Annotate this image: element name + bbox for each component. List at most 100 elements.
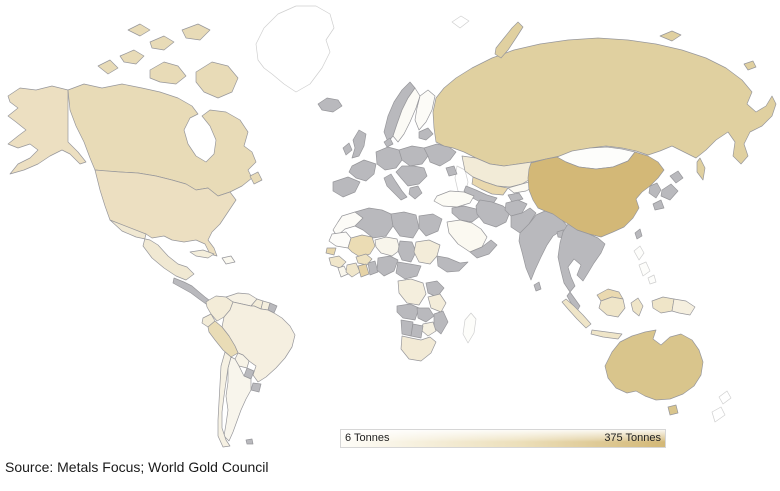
country-denmark[interactable] [383, 137, 394, 148]
country-madagascar[interactable] [462, 312, 477, 344]
country-nigeria[interactable] [376, 255, 399, 277]
country-philippines-luzon[interactable] [633, 245, 645, 261]
country-russia-wrangel-island[interactable] [743, 60, 757, 71]
region-caucasus[interactable] [445, 165, 458, 177]
region-poland-east-europe[interactable] [398, 145, 429, 167]
country-falkland-islands[interactable] [245, 438, 254, 445]
country-france[interactable] [348, 159, 377, 182]
country-philippines-visayas[interactable] [638, 261, 651, 277]
country-canada-arctic-island-3[interactable] [97, 59, 119, 75]
region-koreas[interactable] [648, 182, 662, 199]
country-niger[interactable] [374, 236, 401, 257]
region-mainland-southeast-asia[interactable] [557, 223, 606, 293]
country-philippines-mindanao[interactable] [647, 274, 657, 285]
country-sudan[interactable] [413, 239, 441, 265]
country-australia-tasmania[interactable] [667, 404, 679, 416]
country-uzbekistan[interactable] [471, 176, 509, 196]
country-canada-baffin-island[interactable] [195, 61, 239, 99]
country-canada-arctic-island-2[interactable] [149, 35, 175, 51]
country-usa-alaska[interactable] [7, 85, 87, 175]
region-north-america [7, 5, 335, 305]
country-ireland[interactable] [342, 142, 353, 156]
country-sweden[interactable] [392, 87, 421, 143]
country-ivory-coast[interactable] [345, 262, 361, 278]
country-chile[interactable] [217, 351, 232, 448]
country-indonesia-java[interactable] [590, 329, 623, 340]
country-sri-lanka[interactable] [533, 281, 542, 292]
country-south-africa[interactable] [400, 335, 437, 362]
region-syria-iraq[interactable] [451, 205, 481, 223]
country-argentina[interactable] [223, 356, 252, 442]
country-finland[interactable] [414, 89, 436, 131]
region-uganda-kenya[interactable] [425, 280, 445, 298]
country-japan-hokkaido[interactable] [669, 170, 684, 184]
country-egypt[interactable] [418, 213, 443, 237]
country-uk[interactable] [351, 129, 367, 159]
country-uruguay[interactable] [250, 382, 262, 393]
country-tajikistan[interactable] [507, 192, 524, 203]
region-cameroon-car[interactable] [395, 261, 422, 280]
country-drc[interactable] [397, 278, 427, 306]
country-algeria[interactable] [354, 207, 394, 239]
country-canada-victoria-island[interactable] [149, 61, 187, 85]
country-russia-novaya-zemlya[interactable] [494, 21, 524, 59]
country-greece[interactable] [408, 185, 423, 200]
country-burkina-faso[interactable] [355, 253, 373, 266]
country-new-zealand-north[interactable] [718, 390, 732, 405]
country-turkey[interactable] [433, 190, 475, 208]
region-ethiopia-horn[interactable] [436, 255, 469, 273]
country-mexico[interactable] [109, 219, 195, 281]
country-taiwan[interactable] [634, 228, 643, 240]
region-baltics[interactable] [418, 127, 434, 141]
country-russia-new-siberian-islands[interactable] [659, 30, 682, 42]
country-senegal[interactable] [325, 247, 337, 256]
region-europe [317, 81, 457, 201]
country-iran[interactable] [475, 199, 511, 228]
country-india[interactable] [518, 210, 570, 281]
region-germany-central-europe[interactable] [375, 146, 403, 171]
country-canada-ellesmere-island[interactable] [181, 23, 211, 41]
region-togo-benin[interactable] [367, 260, 379, 276]
region-ukraine-belarus[interactable] [423, 143, 457, 167]
country-canada-newfoundland[interactable] [249, 171, 263, 185]
country-iceland[interactable] [317, 97, 343, 113]
country-zambia[interactable] [416, 307, 435, 323]
region-balkans-romania[interactable] [395, 165, 428, 187]
region-yemen-oman[interactable] [469, 239, 498, 259]
country-china[interactable] [527, 151, 665, 238]
country-libya[interactable] [390, 211, 420, 239]
region-east-asia [527, 146, 696, 340]
country-japan-kyushu[interactable] [652, 199, 665, 211]
country-papua-new-guinea[interactable] [671, 298, 696, 316]
country-mauritania[interactable] [328, 231, 352, 249]
country-indonesia-papua[interactable] [651, 296, 675, 314]
country-new-zealand-south[interactable] [711, 406, 726, 423]
country-tanzania[interactable] [427, 293, 447, 313]
region-iberia[interactable] [332, 176, 361, 198]
country-indonesia-sulawesi[interactable] [630, 297, 644, 317]
country-hispaniola[interactable] [221, 255, 236, 265]
country-pakistan[interactable] [510, 207, 537, 234]
country-cuba[interactable] [189, 249, 215, 259]
country-greenland[interactable] [255, 5, 335, 93]
country-japan-honshu[interactable] [660, 183, 679, 201]
country-saudi-arabia[interactable] [446, 219, 488, 253]
country-russia-sakhalin[interactable] [696, 157, 706, 181]
region-south-america [201, 292, 296, 448]
country-italy[interactable] [383, 173, 408, 201]
country-svalbard[interactable] [451, 15, 470, 29]
country-indonesia-sumatra[interactable] [561, 298, 592, 329]
country-guinea[interactable] [328, 255, 347, 269]
country-ghana[interactable] [357, 263, 370, 278]
country-angola[interactable] [396, 303, 420, 321]
country-indonesia-kalimantan[interactable] [598, 296, 626, 318]
country-chad[interactable] [397, 240, 417, 263]
country-zimbabwe[interactable] [420, 321, 437, 337]
region-central-america[interactable] [172, 277, 210, 305]
country-mali[interactable] [347, 234, 376, 258]
country-botswana[interactable] [410, 323, 424, 339]
country-australia[interactable] [604, 329, 704, 401]
country-canada-arctic-island-1[interactable] [119, 49, 145, 65]
region-oceania [604, 329, 732, 423]
country-canada-arctic-island-4[interactable] [127, 23, 151, 37]
